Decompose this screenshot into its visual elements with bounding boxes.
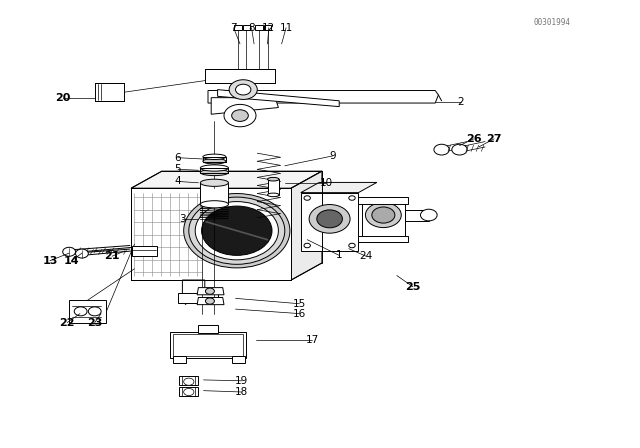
Bar: [200, 183, 228, 204]
Bar: [203, 157, 226, 162]
Bar: [69, 300, 106, 323]
Circle shape: [189, 197, 285, 264]
Polygon shape: [211, 98, 278, 114]
Polygon shape: [405, 210, 429, 221]
Polygon shape: [197, 288, 224, 295]
Text: 16: 16: [293, 309, 306, 319]
Polygon shape: [131, 171, 322, 188]
Polygon shape: [291, 171, 322, 280]
Circle shape: [76, 249, 88, 258]
Text: 25: 25: [405, 282, 420, 292]
Text: 2: 2: [458, 97, 464, 107]
Text: 18: 18: [236, 387, 248, 397]
Text: 24: 24: [360, 251, 372, 261]
Circle shape: [205, 288, 214, 294]
Text: 22: 22: [60, 318, 75, 327]
Circle shape: [309, 204, 350, 233]
Bar: [178, 293, 218, 303]
Text: 27: 27: [486, 134, 502, 144]
Circle shape: [317, 210, 342, 228]
Text: 17: 17: [306, 336, 319, 345]
Text: 13: 13: [42, 256, 58, 266]
Bar: [131, 188, 291, 280]
Ellipse shape: [200, 169, 228, 176]
Polygon shape: [218, 90, 339, 107]
Polygon shape: [197, 297, 224, 305]
Circle shape: [304, 243, 310, 248]
Text: 8: 8: [248, 23, 255, 33]
Ellipse shape: [200, 165, 228, 171]
Text: 10: 10: [320, 178, 333, 188]
Circle shape: [205, 298, 214, 304]
Bar: [200, 168, 228, 173]
Ellipse shape: [268, 177, 279, 181]
Circle shape: [184, 378, 194, 385]
Text: 23: 23: [87, 318, 102, 327]
Text: 3: 3: [179, 214, 186, 224]
Circle shape: [365, 202, 401, 228]
Text: 5: 5: [175, 164, 181, 174]
Text: 6: 6: [175, 153, 181, 163]
Circle shape: [184, 388, 194, 396]
Text: 00301994: 00301994: [533, 18, 570, 27]
Bar: [179, 376, 198, 385]
Bar: [264, 25, 271, 30]
Text: 7: 7: [230, 23, 237, 33]
Text: 20: 20: [55, 93, 70, 103]
Circle shape: [195, 202, 278, 260]
Ellipse shape: [268, 193, 279, 197]
Bar: [301, 193, 358, 251]
Circle shape: [229, 80, 257, 99]
Circle shape: [349, 243, 355, 248]
Polygon shape: [132, 246, 157, 256]
Circle shape: [236, 84, 251, 95]
Text: 1: 1: [336, 250, 342, 260]
Ellipse shape: [203, 159, 226, 164]
Text: 12: 12: [262, 23, 275, 33]
Text: 9: 9: [330, 151, 336, 161]
Bar: [232, 356, 245, 363]
Polygon shape: [208, 90, 438, 103]
Bar: [268, 179, 279, 195]
Bar: [362, 197, 405, 242]
Ellipse shape: [203, 154, 226, 159]
Circle shape: [224, 104, 256, 127]
Text: 14: 14: [64, 256, 79, 266]
Bar: [255, 25, 263, 30]
Bar: [170, 332, 246, 358]
Bar: [179, 387, 198, 396]
Circle shape: [74, 307, 87, 316]
Text: 4: 4: [175, 177, 181, 186]
Ellipse shape: [200, 201, 228, 208]
Bar: [205, 69, 275, 83]
Bar: [243, 25, 250, 30]
Circle shape: [88, 307, 101, 316]
Bar: [234, 25, 242, 30]
Text: 11: 11: [280, 23, 292, 33]
Circle shape: [232, 110, 248, 121]
Text: 19: 19: [236, 376, 248, 386]
Circle shape: [63, 247, 76, 256]
Circle shape: [304, 196, 310, 200]
Polygon shape: [182, 280, 205, 305]
Polygon shape: [301, 182, 377, 193]
Bar: [358, 197, 408, 204]
Bar: [173, 356, 186, 363]
Circle shape: [349, 196, 355, 200]
Ellipse shape: [200, 179, 228, 186]
Circle shape: [420, 209, 437, 221]
Circle shape: [434, 144, 449, 155]
Circle shape: [372, 207, 395, 223]
Circle shape: [184, 194, 290, 268]
Bar: [198, 325, 218, 333]
Bar: [95, 83, 124, 101]
Text: 26: 26: [466, 134, 481, 144]
Bar: [358, 236, 408, 242]
Circle shape: [452, 144, 467, 155]
Text: 21: 21: [104, 251, 120, 261]
Text: 15: 15: [293, 299, 306, 309]
Circle shape: [202, 206, 272, 255]
Bar: [173, 334, 243, 356]
